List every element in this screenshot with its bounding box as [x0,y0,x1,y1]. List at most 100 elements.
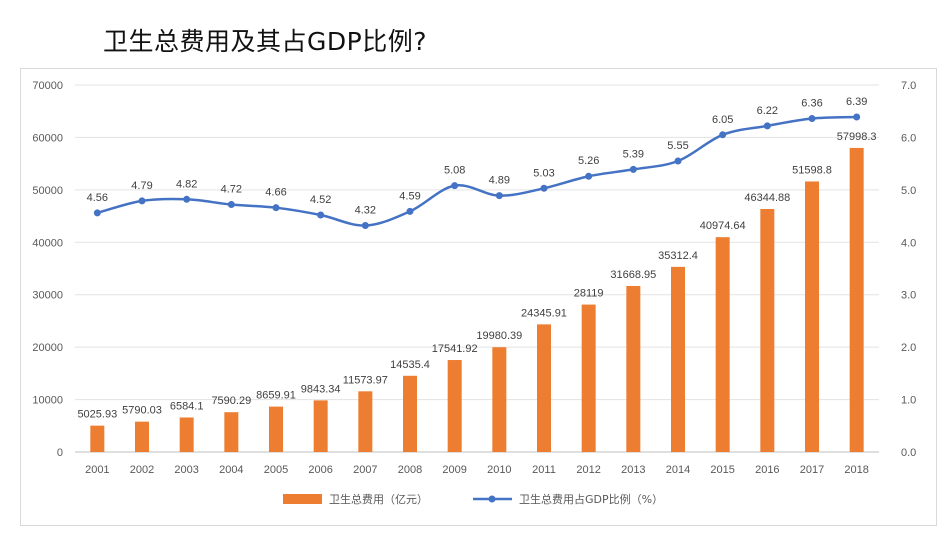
x-tick-label: 2004 [219,464,243,476]
bar [626,285,641,452]
legend-line-label: 卫生总费用占GDP比例（%） [519,492,663,506]
x-tick-label: 2005 [264,464,288,476]
ratio-point [451,182,459,190]
x-tick-label: 2011 [532,464,556,476]
bar [179,417,194,452]
ratio-point [763,122,771,130]
ratio-series-line [97,115,857,227]
bar-data-label: 24345.91 [521,307,567,319]
ratio-point [227,201,235,209]
ratio-point [183,195,191,203]
x-tick-label: 2014 [666,464,690,476]
bar [760,209,775,452]
x-tick-label: 2002 [130,464,154,476]
y-right-tick-label: 0.0 [901,447,916,459]
line-data-label: 4.56 [87,192,108,204]
combo-chart: 0 10000 20000 30000 40000 50000 60000 70000 0.0 1… [32,80,916,506]
bar-data-label: 7590.29 [211,395,251,407]
x-tick-label: 2010 [487,464,511,476]
bar [403,375,417,452]
line-data-label: 4.32 [355,205,376,217]
line-data-label: 4.82 [176,178,197,190]
bar [135,421,149,452]
bar-data-label: 51598.8 [792,164,832,176]
ratio-point [629,165,637,173]
y-right-tick-label: 4.0 [901,237,916,249]
ratio-point [317,211,325,219]
line-data-label: 5.39 [623,148,644,160]
bar-data-label: 6584.1 [170,400,204,412]
y-left-tick-label: 20000 [32,342,63,354]
y-right-tick-label: 1.0 [901,395,916,407]
y-left-tick-label: 10000 [32,395,63,407]
line-data-label: 6.39 [846,96,867,108]
bar [492,347,507,452]
ratio-point [93,209,101,217]
line-data-label: 5.03 [533,167,554,179]
bar [671,266,685,452]
y-right-tick-label: 3.0 [901,290,916,302]
y-left-tick-label: 50000 [32,185,63,197]
line-data-label: 4.89 [489,175,510,187]
y-right-tick-label: 6.0 [901,132,916,144]
line-data-label: 4.52 [310,194,331,206]
bar [313,400,328,452]
bar [581,304,596,452]
y-right-tick-label: 2.0 [901,342,916,354]
bar-data-label: 5790.03 [122,405,162,417]
bar-data-label: 31668.95 [610,269,656,281]
line-data-label: 4.79 [131,180,152,192]
y-right-tick-label: 7.0 [901,80,916,92]
y-right-tick-label: 5.0 [901,185,916,197]
line-data-label: 6.22 [757,105,778,117]
bar-data-label: 35312.4 [658,250,698,262]
legend-bar-label: 卫生总费用（亿元） [329,492,428,506]
y-left-tick-label: 60000 [32,132,63,144]
bar [224,412,239,452]
y-left-tick-label: 70000 [32,80,63,92]
legend-line-marker [488,495,496,503]
bar-data-label: 17541.92 [432,343,478,355]
bar-data-label: 40974.64 [700,220,746,232]
ratio-point [495,192,503,200]
ratio-point [853,113,861,121]
bar-data-label: 46344.88 [744,192,790,204]
legend-bar-swatch [283,494,322,504]
bar-data-label: 8659.91 [256,390,296,402]
line-data-label: 4.72 [221,184,242,196]
x-tick-label: 2008 [398,464,422,476]
x-tick-label: 2009 [442,464,466,476]
bar [269,406,283,452]
bar [805,181,819,452]
line-data-label: 5.55 [667,140,688,152]
bar [715,237,730,452]
x-tick-label: 2017 [800,464,824,476]
bar-data-label: 28119 [574,288,604,300]
line-data-label: 6.05 [712,114,733,126]
ratio-point [361,222,369,230]
x-tick-label: 2016 [755,464,779,476]
line-data-label: 5.08 [444,165,465,177]
x-tick-label: 2013 [621,464,645,476]
slide-title: 卫生总费用及其占GDP比例? [103,27,427,56]
x-tick-label: 2003 [174,464,198,476]
bar [447,360,462,452]
line-data-label: 4.66 [265,187,286,199]
bar [358,391,373,452]
x-tick-label: 2007 [353,464,377,476]
chart-container: 0 10000 20000 30000 40000 50000 60000 70000 0.0 1… [20,68,937,526]
x-tick-label: 2015 [710,464,734,476]
y-left-tick-label: 40000 [32,237,63,249]
ratio-point [540,184,548,192]
bar [90,425,105,452]
x-tick-label: 2001 [85,464,109,476]
ratio-point [674,157,682,165]
bar-data-label: 5025.93 [77,409,117,421]
y-left-tick-label: 0 [57,447,63,459]
line-data-label: 4.59 [399,190,420,202]
x-tick-label: 2018 [844,464,868,476]
ratio-point [808,115,816,123]
ratio-point [719,131,727,139]
line-data-label: 5.26 [578,155,599,167]
x-tick-label: 2006 [308,464,332,476]
